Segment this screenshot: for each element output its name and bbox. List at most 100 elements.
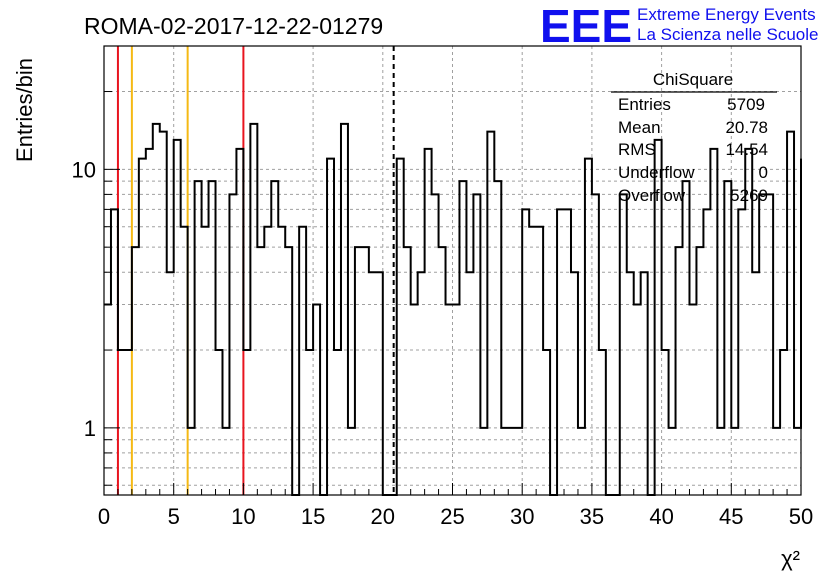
histogram-bin (585, 159, 592, 495)
histogram-bin (557, 209, 564, 495)
histogram-bin (641, 272, 648, 495)
histogram-bin (243, 350, 250, 495)
stats-label-mean: Mean (618, 118, 661, 137)
x-tick-label: 10 (231, 504, 255, 529)
histogram-bin (766, 194, 773, 495)
histogram-bin (132, 247, 139, 495)
histogram-bin (404, 247, 411, 495)
histogram-bin (599, 350, 606, 495)
histogram-bin (543, 350, 550, 495)
histogram-bin (710, 149, 717, 495)
x-tick-label: 45 (719, 504, 743, 529)
histogram-bin (334, 350, 341, 495)
histogram-bin (174, 140, 181, 495)
y-tick-label: 10 (72, 157, 96, 182)
histogram-bin (446, 305, 453, 495)
x-tick-label: 25 (440, 504, 464, 529)
histogram-bin (209, 181, 216, 495)
histogram-bin (501, 428, 508, 495)
histogram-bin (676, 247, 683, 495)
stats-value-mean: 20.78 (725, 118, 768, 137)
stats-value-rms: 14.54 (725, 140, 768, 159)
logo-line-1: Extreme Energy Events (637, 5, 816, 24)
histogram-bin (285, 247, 292, 495)
histogram-bin (111, 209, 118, 495)
histogram-bin (620, 194, 627, 495)
histogram-bin (662, 350, 669, 495)
histogram-bin (439, 247, 446, 495)
histogram-bin (222, 428, 229, 495)
histogram-bin (432, 194, 439, 495)
x-tick-label: 0 (98, 504, 110, 529)
histogram-bin (738, 209, 745, 495)
histogram-bin (466, 272, 473, 495)
y-axis-label: Entries/bin (12, 58, 37, 162)
histogram-bin (411, 305, 418, 495)
histogram-bins (104, 122, 802, 496)
histogram-bin (724, 181, 731, 495)
histogram-bin (327, 159, 334, 495)
stats-value-overflow: 5269 (730, 186, 768, 205)
histogram-bin (202, 227, 209, 495)
histogram-bin (418, 272, 425, 495)
histogram-bin (341, 124, 348, 495)
histogram-bin (515, 428, 522, 495)
logo-line-2: La Scienza nelle Scuole (637, 25, 818, 44)
histogram-bin (696, 247, 703, 495)
x-tick-label: 30 (510, 504, 534, 529)
histogram-bin (348, 428, 355, 495)
histogram-bin (627, 272, 634, 495)
x-tick-label: 50 (789, 504, 813, 529)
histogram-bin (216, 350, 223, 495)
stats-label-overflow: Overflow (618, 186, 686, 205)
histogram-bin (313, 305, 320, 495)
histogram-bin (529, 227, 536, 495)
stats-box-title: ChiSquare (653, 70, 733, 89)
stats-value-underflow: 0 (759, 163, 768, 182)
histogram-bin (787, 132, 794, 495)
histogram-bin (780, 350, 787, 495)
stats-value-entries: 5709 (727, 95, 765, 114)
histogram-bin (669, 428, 676, 495)
histogram-bin (236, 149, 243, 495)
x-tick-label: 5 (168, 504, 180, 529)
histogram-outline (104, 122, 802, 496)
y-tick-label: 1 (84, 416, 96, 441)
histogram-bin (257, 247, 264, 495)
histogram-bin (453, 305, 460, 495)
stats-label-underflow: Underflow (618, 163, 695, 182)
histogram-bin (306, 350, 313, 495)
x-tick-label: 35 (580, 504, 604, 529)
histogram-bin (181, 227, 188, 495)
stats-label-entries: Entries (618, 95, 671, 114)
stats-box: ChiSquare Entries 5709 Mean 20.78 RMS 14… (611, 70, 777, 205)
histogram-bin (536, 227, 543, 495)
axis-ticks: 0 5 10 15 20 25 30 35 40 45 50 1 10 (72, 91, 813, 529)
histogram-bin (794, 428, 801, 495)
histogram-bin (759, 194, 766, 495)
stats-label-rms: RMS (618, 140, 656, 159)
histogram-bin (752, 272, 759, 495)
histogram-bin (264, 227, 271, 495)
x-tick-label: 15 (301, 504, 325, 529)
histogram-bin (592, 194, 599, 495)
histogram-bin (773, 428, 780, 495)
chart-title: ROMA-02-2017-12-22-01279 (84, 13, 383, 39)
histogram-bin (487, 132, 494, 495)
histogram-bin (717, 428, 724, 495)
x-tick-label: 20 (371, 504, 395, 529)
histogram-bin (271, 181, 278, 495)
histogram-bin (634, 305, 641, 495)
x-tick-label: 40 (649, 504, 673, 529)
histogram-bin (731, 428, 738, 495)
histogram-bin (703, 209, 710, 495)
histogram-bin (578, 428, 585, 495)
histogram-bin (508, 428, 515, 495)
histogram-bin (473, 194, 480, 495)
histogram-bin (125, 350, 132, 495)
histogram-bin (425, 149, 432, 495)
histogram-bin (571, 272, 578, 495)
histogram-bin (522, 209, 529, 495)
histogram-bin (683, 181, 690, 495)
